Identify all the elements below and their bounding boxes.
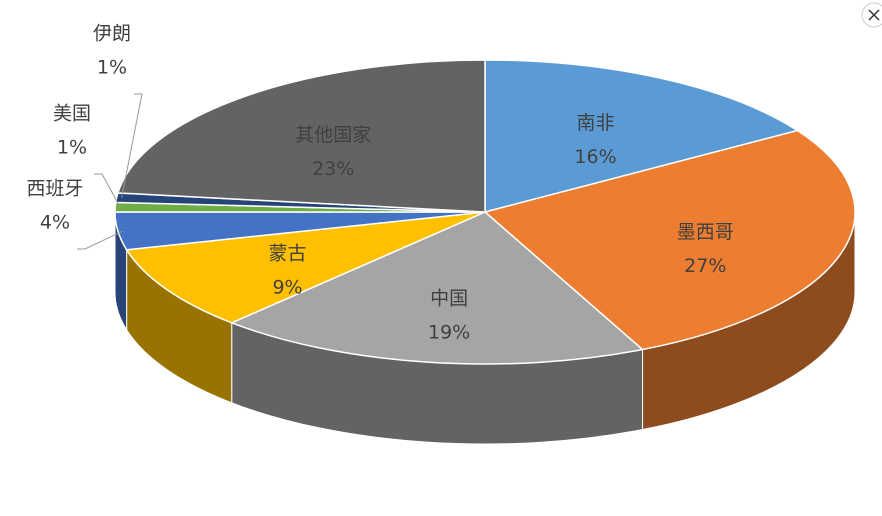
slice-label: 中国: [430, 288, 468, 310]
slice-value: 1%: [97, 57, 127, 79]
slice-label: 其他国家: [295, 124, 371, 146]
close-button[interactable]: [861, 2, 882, 28]
leader-line: [77, 230, 124, 250]
slice: [125, 211, 486, 324]
slice-label: 墨西哥: [677, 221, 734, 243]
slice-label: 伊朗: [93, 23, 131, 45]
close-circle[interactable]: [861, 2, 882, 28]
slice-value: 27%: [684, 255, 726, 277]
slice-label: 蒙古: [269, 242, 307, 264]
close-icon[interactable]: [868, 9, 880, 21]
slice-value: 1%: [57, 137, 87, 159]
slice: [483, 129, 856, 351]
slice-value: 19%: [428, 322, 470, 344]
slice-value: 16%: [574, 146, 616, 168]
slice: [484, 59, 800, 213]
slice-label: 美国: [53, 103, 91, 125]
slice: [229, 211, 645, 365]
leader-line: [94, 173, 121, 208]
leader-line: [121, 93, 143, 198]
slice-value: 9%: [272, 276, 302, 298]
slice-label: 西班牙: [26, 178, 83, 200]
slice-label: 南非: [577, 112, 615, 134]
slice: [116, 59, 486, 213]
slice-value: 23%: [312, 158, 354, 180]
slice-value: 4%: [40, 212, 70, 234]
